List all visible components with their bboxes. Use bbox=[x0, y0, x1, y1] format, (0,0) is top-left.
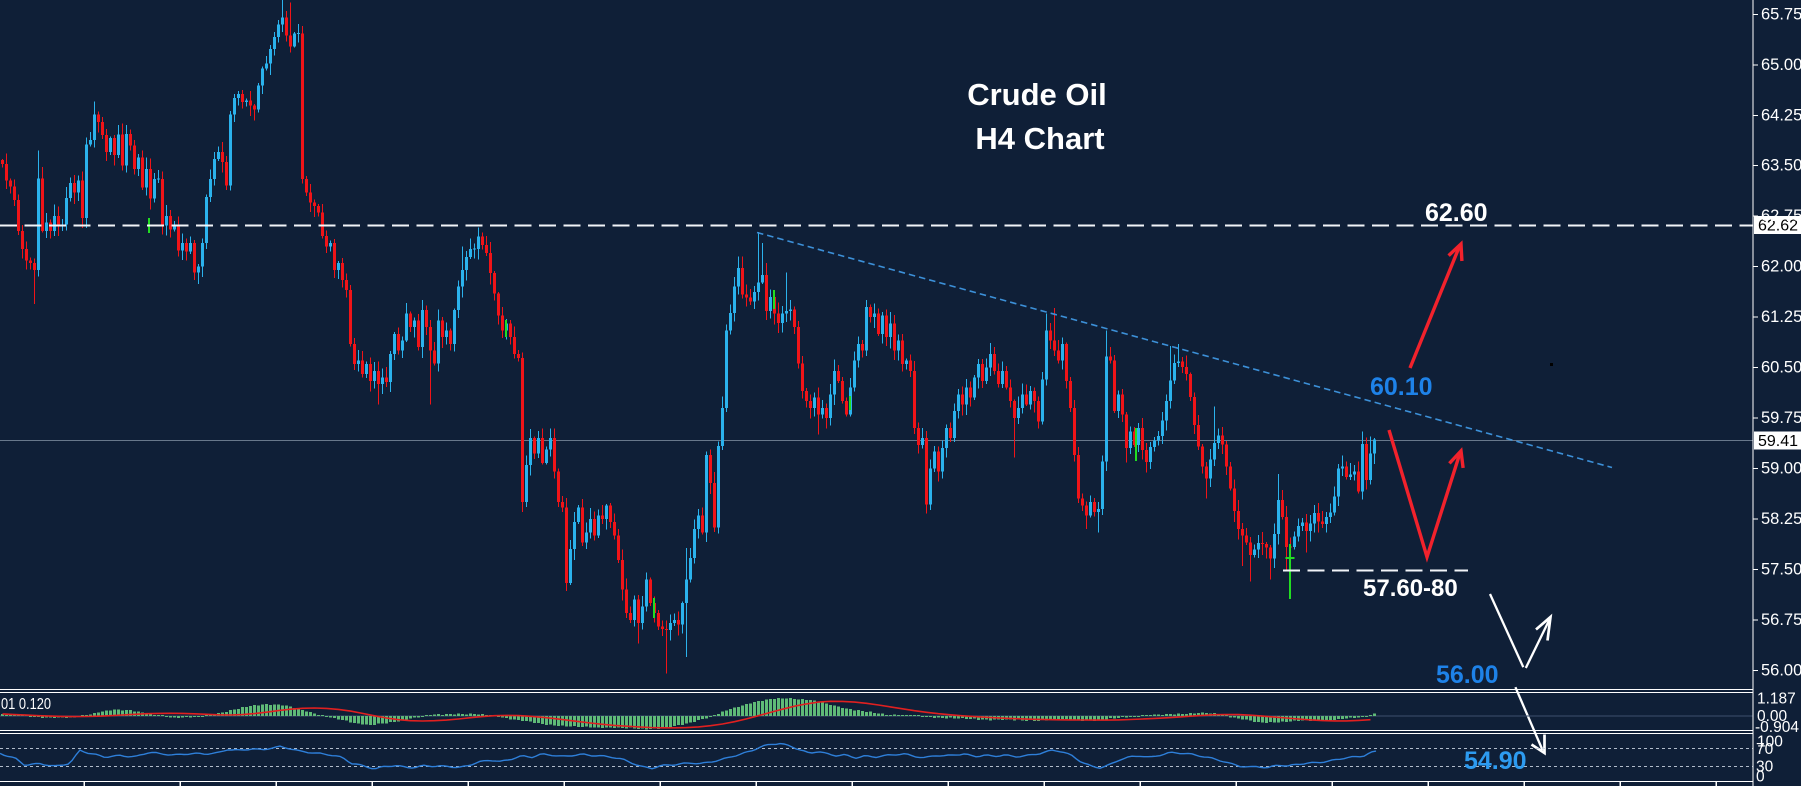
svg-text:0.00: 0.00 bbox=[1757, 708, 1788, 725]
svg-text:59.00: 59.00 bbox=[1761, 460, 1801, 478]
svg-text:56.75: 56.75 bbox=[1761, 611, 1801, 629]
svg-text:56.00: 56.00 bbox=[1761, 662, 1801, 680]
svg-text:57.50: 57.50 bbox=[1761, 561, 1801, 579]
svg-text:H4 Chart: H4 Chart bbox=[975, 121, 1104, 156]
svg-text:64.25: 64.25 bbox=[1761, 107, 1801, 125]
svg-text:59.41: 59.41 bbox=[1758, 433, 1798, 450]
svg-text:54.90: 54.90 bbox=[1464, 747, 1527, 775]
svg-text:62.60: 62.60 bbox=[1425, 199, 1488, 227]
svg-text:65.00: 65.00 bbox=[1761, 56, 1801, 74]
svg-text:Crude Oil: Crude Oil bbox=[967, 77, 1107, 112]
svg-text:100: 100 bbox=[1757, 734, 1783, 751]
svg-text:-0.904: -0.904 bbox=[1755, 719, 1799, 736]
svg-text:70: 70 bbox=[1756, 741, 1774, 758]
svg-text:63.50: 63.50 bbox=[1761, 157, 1801, 175]
svg-text:62.00: 62.00 bbox=[1761, 258, 1801, 276]
svg-text:1.187: 1.187 bbox=[1757, 691, 1796, 708]
svg-text:61.25: 61.25 bbox=[1761, 308, 1801, 326]
svg-text:58.25: 58.25 bbox=[1761, 510, 1801, 528]
svg-text:59.75: 59.75 bbox=[1761, 409, 1801, 427]
svg-text:60.50: 60.50 bbox=[1761, 359, 1801, 377]
svg-text:62.62: 62.62 bbox=[1758, 218, 1798, 235]
svg-text:65.75: 65.75 bbox=[1761, 6, 1801, 24]
svg-text:60.10: 60.10 bbox=[1370, 373, 1433, 401]
svg-text:57.60-80: 57.60-80 bbox=[1363, 575, 1458, 602]
svg-text:01 0.120: 01 0.120 bbox=[1, 696, 51, 713]
svg-text:0: 0 bbox=[1756, 769, 1765, 786]
svg-text:62.75: 62.75 bbox=[1761, 207, 1801, 225]
svg-text:30: 30 bbox=[1756, 759, 1774, 776]
svg-text:56.00: 56.00 bbox=[1436, 661, 1499, 689]
